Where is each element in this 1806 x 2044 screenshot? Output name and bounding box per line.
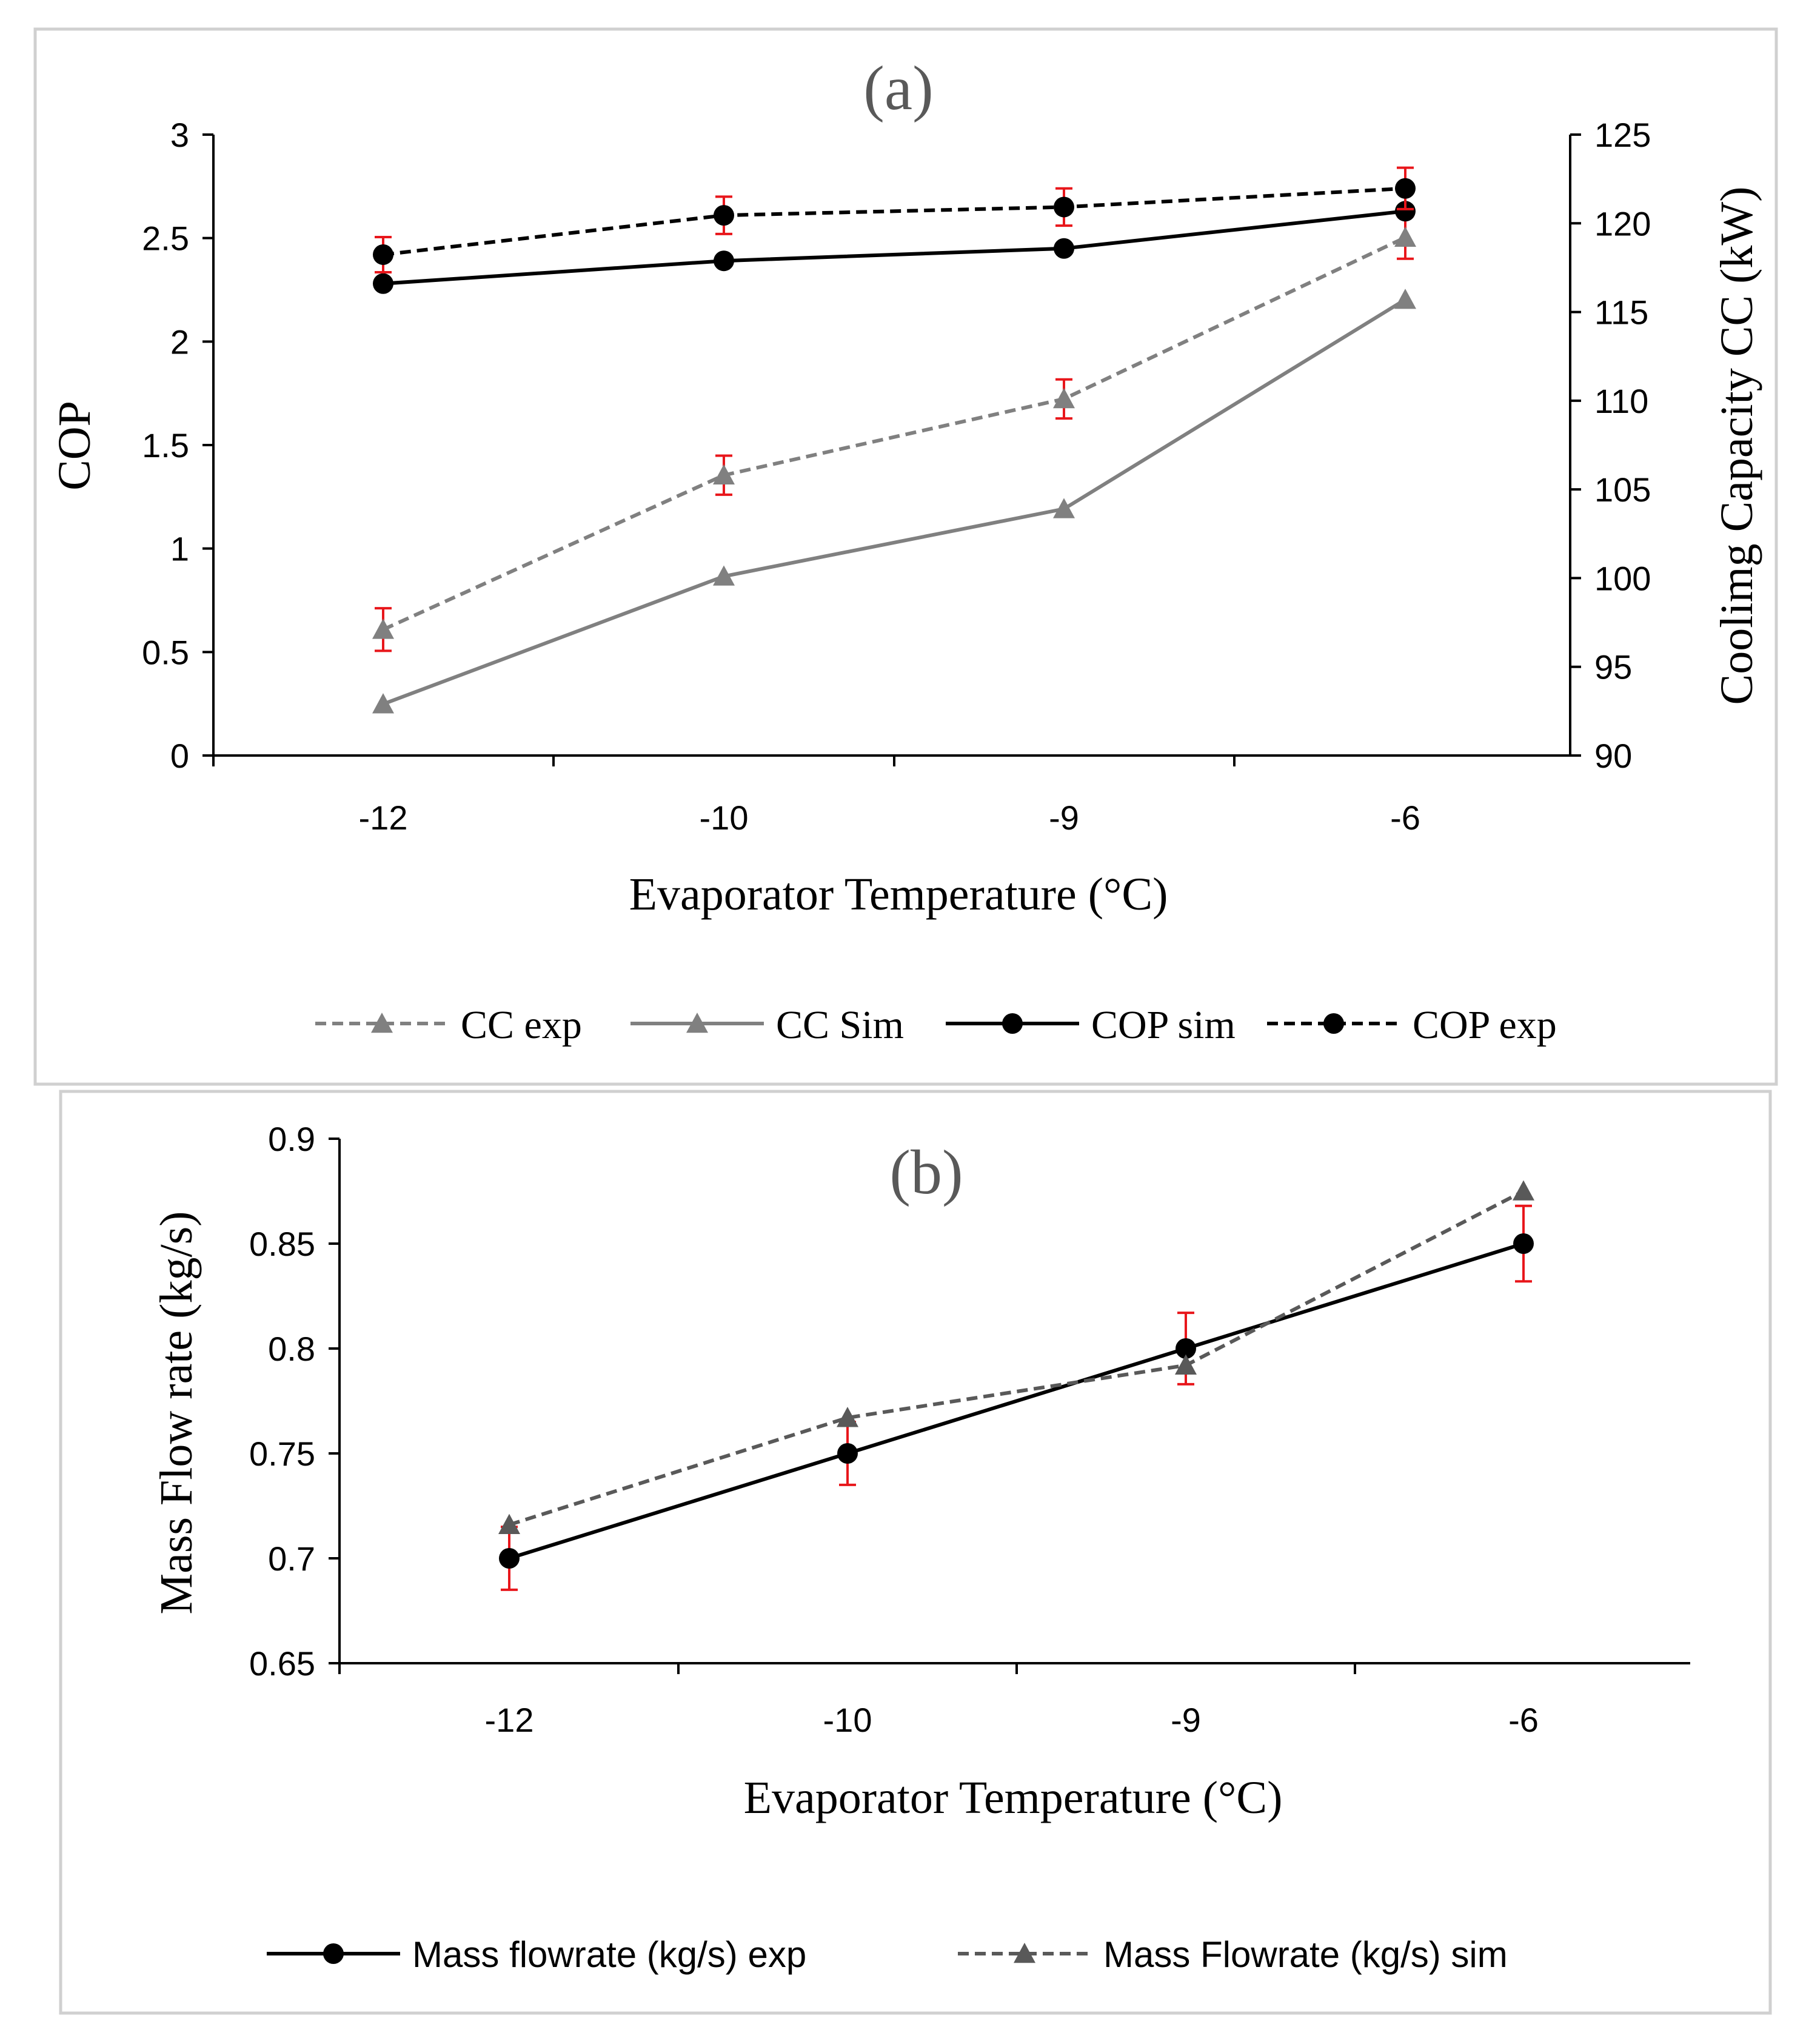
chart1-legend-marker [1002, 1013, 1023, 1034]
chart2-series-1-point [837, 1443, 858, 1464]
chart1-legend-label: CC exp [461, 1003, 582, 1047]
chart2-series-1-point [1513, 1233, 1534, 1254]
chart1-series-3-point [1054, 238, 1074, 259]
chart2-series-2-point [1175, 1354, 1197, 1375]
plot-layer: 0 0.5 1 1.5 2 2.5 3 90 95 100 105 110 115 120 125 -12 -1… [142, 116, 1690, 1975]
chart2-series-2-point [837, 1407, 858, 1427]
chart1-legend-marker [686, 1013, 708, 1033]
chart1-ytick-label-right: 105 [1594, 471, 1651, 509]
chart1-ytick-label-left: 2 [170, 323, 189, 361]
chart2-series-1-line [509, 1242, 1524, 1560]
chart2-xtick-label: -6 [1508, 1701, 1539, 1739]
chart2-ytick-label-left: 0.9 [268, 1120, 315, 1158]
panel-a-ylabel-right: Coolimg Capacity CC (kW) [1711, 187, 1762, 705]
chart1-ytick-label-right: 95 [1594, 648, 1632, 686]
panel-b-ylabel: Mass Flow rate (kg/s) [151, 1211, 202, 1615]
panel-a-label: (a) [863, 53, 933, 123]
chart1-ytick-label-left: 0.5 [142, 633, 189, 671]
chart1-series-3-line [383, 209, 1406, 286]
panel-b-label: (b) [889, 1138, 963, 1207]
chart2-ytick-label-left: 0.7 [268, 1540, 315, 1578]
chart2-series-1-point [499, 1548, 520, 1569]
chart1-series-1-point [1394, 226, 1416, 247]
chart1-ytick-label-left: 3 [170, 116, 189, 154]
chart1-series-3-point [373, 273, 393, 294]
chart2-legend-label: Mass Flowrate (kg/s) sim [1103, 1934, 1508, 1975]
chart1-ytick-label-right: 125 [1594, 116, 1651, 154]
chart2-ytick-label-left: 0.75 [249, 1435, 315, 1473]
chart1-xtick-label: -10 [700, 799, 749, 837]
chart1-ytick-label-left: 1 [170, 530, 189, 568]
chart2-ytick-label-left: 0.8 [268, 1330, 315, 1368]
chart2-legend-marker [323, 1943, 344, 1964]
chart1-xtick-label: -12 [359, 799, 408, 837]
chart1-ytick-label-left: 1.5 [142, 426, 189, 464]
chart1-ytick-label-right: 110 [1594, 382, 1648, 420]
chart2-series-1-point [1176, 1338, 1196, 1359]
panel-b-xlabel: Evaporator Temperature (°C) [744, 1772, 1283, 1823]
chart1-series-4-point [1054, 196, 1074, 218]
chart1-series-4-point [714, 205, 734, 226]
chart2-legend-marker [1014, 1943, 1035, 1963]
chart1-series-4-point [373, 244, 393, 265]
chart1-series-2-point [1394, 289, 1416, 309]
chart2-series-2-point [1513, 1180, 1534, 1201]
chart2-legend-label: Mass flowrate (kg/s) exp [412, 1934, 806, 1975]
chart1-legend-label: COP sim [1091, 1003, 1236, 1047]
chart1-series-1-point [713, 464, 735, 485]
chart1-series-4-line [383, 186, 1406, 256]
chart2-xtick-label: -10 [823, 1701, 872, 1739]
chart2-series-2-line [509, 1189, 1525, 1527]
panel-b-frame [59, 1090, 1772, 2015]
panel-a-xlabel: Evaporator Temperature (°C) [629, 869, 1168, 920]
chart1-ytick-label-right: 100 [1594, 559, 1651, 597]
chart1-legend-marker [1323, 1013, 1344, 1034]
chart1-series-2-point [713, 565, 735, 586]
chart1-legend-marker [371, 1013, 393, 1033]
chart1-series-1-point [1053, 387, 1075, 409]
chart1-ytick-label-right: 115 [1594, 293, 1648, 332]
chart1-xtick-label: -6 [1390, 799, 1420, 837]
chart2-series-2-point [498, 1513, 520, 1534]
panel-a-ylabel-left: COP [49, 401, 100, 491]
chart1-series-3-point [714, 250, 734, 272]
chart2-ytick-label-left: 0.65 [249, 1644, 315, 1683]
chart1-legend-label: COP exp [1413, 1003, 1557, 1047]
chart2-xtick-label: -12 [485, 1701, 534, 1739]
panel-a-frame [33, 27, 1778, 1086]
chart1-ytick-label-right: 90 [1594, 737, 1632, 775]
chart1-ytick-label-right: 120 [1594, 204, 1651, 243]
chart2-xtick-label: -9 [1171, 1701, 1201, 1739]
chart1-series-2-point [1053, 498, 1075, 518]
chart2-ytick-label-left: 0.85 [249, 1225, 315, 1263]
chart1-xtick-label: -9 [1049, 799, 1079, 837]
chart1-ytick-label-left: 2.5 [142, 219, 189, 258]
chart1-series-4-point [1395, 178, 1416, 199]
chart1-series-1-line [382, 235, 1406, 632]
chart1-series-1-point [372, 618, 394, 639]
chart1-legend-label: CC Sim [776, 1003, 904, 1047]
chart1-series-3-point [1395, 201, 1416, 222]
chart1-ytick-label-left: 0 [170, 737, 189, 775]
chart1-series-2-point [372, 693, 394, 714]
chart1-series-2-line [382, 298, 1406, 706]
